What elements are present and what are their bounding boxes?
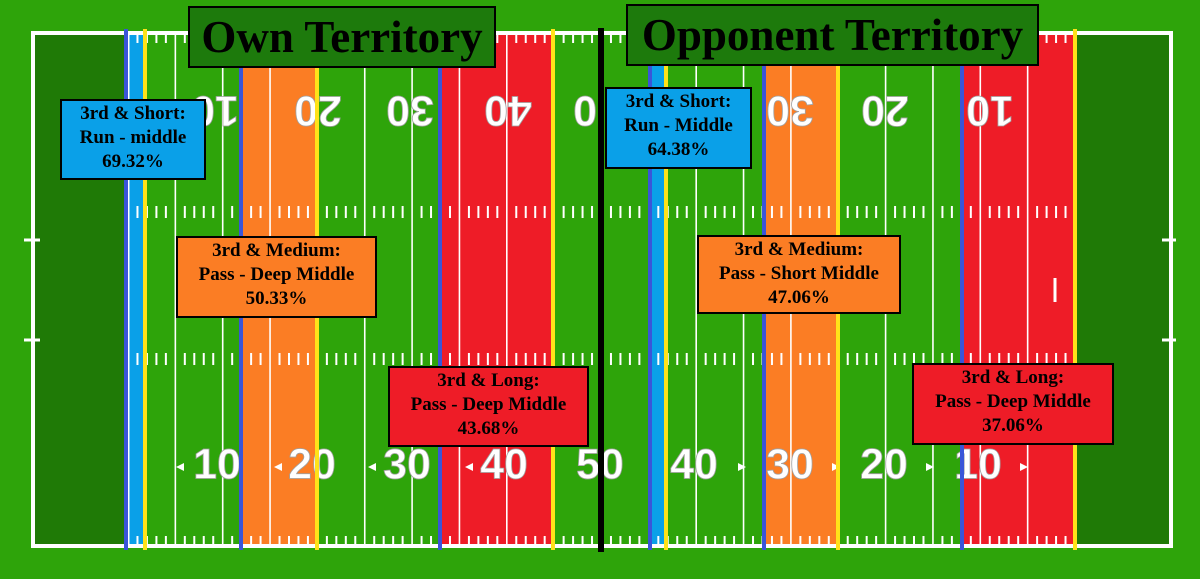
down-distance-label: 3rd & Short: [80,103,186,124]
percentage-label: 43.68% [457,418,520,439]
opponent-short-yardage-box: 3rd & Short: Run - Middle 64.38% [605,87,752,169]
direction-arrow [738,463,746,471]
play-type-label: Pass - Deep Middle [410,394,567,415]
percentage-label: 37.06% [982,415,1044,436]
direction-arrow [368,463,376,471]
play-type-label: Run - middle [79,127,187,148]
bottom-yard-number: 40 [480,440,528,488]
direction-arrow [274,463,282,471]
own-long-yardage-box: 3rd & Long: Pass - Deep Middle 43.68% [388,366,589,447]
top-yard-number: 0 [573,87,597,135]
direction-arrow [1020,463,1028,471]
opponent-territory-title: Opponent Territory [626,4,1039,66]
bottom-yard-number: 40 [670,440,718,488]
top-yard-number: 30 [766,87,814,135]
play-type-label: Pass - Deep Middle [198,264,355,285]
play-type-label: Pass - Deep Middle [935,391,1091,412]
own-territory-title: Own Territory [188,6,496,68]
play-type-label: Run - Middle [624,115,733,136]
bottom-yard-number: 20 [860,440,908,488]
top-yard-number: 40 [484,87,532,135]
direction-arrow [176,463,184,471]
percentage-label: 50.33% [245,288,308,309]
percentage-label: 47.06% [768,287,830,308]
direction-arrow [465,463,473,471]
down-distance-label: 3rd & Medium: [734,239,864,260]
bottom-yard-number: 30 [383,440,431,488]
bottom-yard-number: 30 [766,440,814,488]
top-yard-number: 30 [386,87,434,135]
own-short-yardage-box: 3rd & Short: Run - middle 69.32% [60,99,206,180]
bottom-yard-number: 10 [193,440,241,488]
down-distance-label: 3rd & Long: [961,367,1065,388]
down-distance-label: 3rd & Short: [625,91,732,112]
down-distance-label: 3rd & Long: [437,370,540,391]
percentage-label: 69.32% [102,151,164,172]
play-type-label: Pass - Short Middle [719,263,879,284]
top-yard-number: 20 [861,87,909,135]
down-distance-label: 3rd & Medium: [212,240,341,261]
opponent-long-yardage-box: 3rd & Long: Pass - Deep Middle 37.06% [912,363,1114,445]
direction-arrow [926,463,934,471]
bottom-yard-number: 20 [288,440,336,488]
opponent-medium-yardage-box: 3rd & Medium: Pass - Short Middle 47.06% [697,235,901,314]
top-yard-number: 10 [966,87,1014,135]
right-end-zone [1075,33,1171,546]
own-medium-yardage-box: 3rd & Medium: Pass - Deep Middle 50.33% [176,236,377,318]
percentage-label: 64.38% [647,139,710,160]
